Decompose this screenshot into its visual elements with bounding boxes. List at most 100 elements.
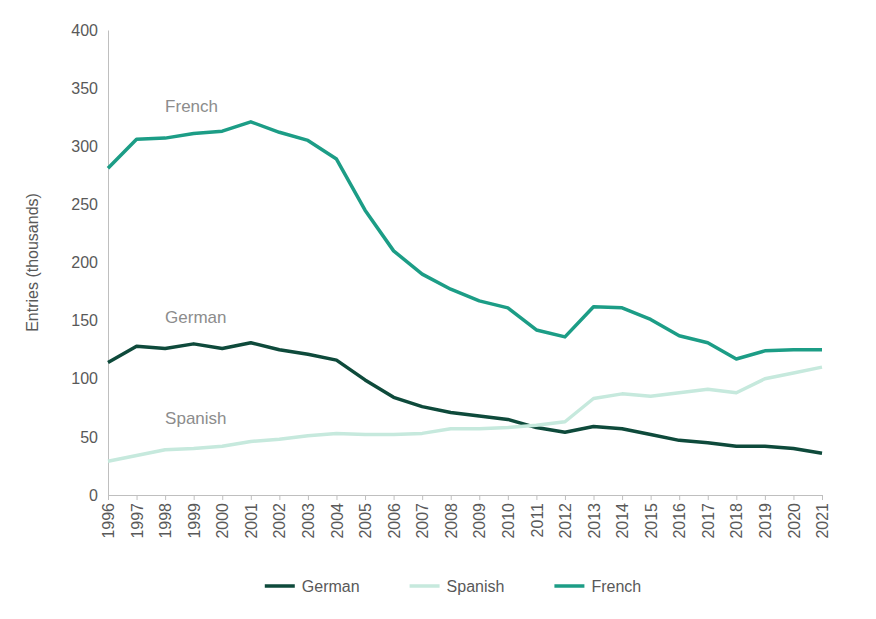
x-tick-label: 2014 — [614, 503, 631, 539]
x-tick-label: 2006 — [386, 503, 403, 539]
x-tick-mark — [279, 495, 280, 500]
y-axis: 0 50 100 150 200 250 300 350 400 — [71, 22, 108, 504]
x-tick-mark — [137, 495, 138, 500]
x-tick-mark — [479, 495, 480, 500]
y-tick-label: 150 — [71, 312, 98, 329]
annotation: French — [165, 97, 218, 116]
x-tick-mark — [736, 495, 737, 500]
x-tick-label: 2011 — [529, 503, 546, 538]
x-tick-label: 2009 — [471, 503, 488, 539]
x-tick-label: 2018 — [728, 503, 745, 539]
x-tick-label: 2004 — [329, 503, 346, 539]
x-tick: 2019 — [757, 495, 774, 539]
y-tick-label: 100 — [71, 370, 98, 387]
y-tick: 250 — [71, 196, 108, 213]
x-tick-label: 1996 — [100, 503, 117, 539]
x-tick: 2020 — [786, 495, 803, 539]
x-tick-label: 2001 — [243, 503, 260, 539]
x-tick-label: 2020 — [786, 503, 803, 539]
x-tick-mark — [308, 495, 309, 500]
x-tick-label: 2008 — [443, 503, 460, 539]
y-tick: 350 — [71, 80, 108, 97]
x-tick-mark — [565, 495, 566, 500]
x-tick-label: 2019 — [757, 503, 774, 539]
x-tick-label: 2000 — [214, 503, 231, 539]
annotation: Spanish — [165, 409, 226, 428]
x-tick: 1999 — [186, 495, 203, 539]
x-tick: 2003 — [300, 495, 317, 539]
x-tick-mark — [108, 495, 109, 500]
y-axis-title: Entries (thousands) — [24, 193, 41, 332]
x-tick: 1997 — [129, 495, 146, 539]
x-tick-mark — [679, 495, 680, 500]
y-axis-line — [108, 31, 109, 496]
legend-swatch — [410, 584, 440, 588]
x-tick: 2018 — [728, 495, 745, 539]
y-tick: 0 — [89, 487, 108, 504]
x-tick: 2017 — [700, 495, 717, 539]
x-tick: 2011 — [529, 495, 546, 537]
x-tick-label: 2012 — [557, 503, 574, 539]
x-tick-mark — [165, 495, 166, 500]
x-tick-mark — [508, 495, 509, 500]
legend-label: French — [591, 578, 641, 595]
x-tick-mark — [536, 495, 537, 500]
x-tick-label: 2005 — [357, 503, 374, 539]
x-tick-mark — [594, 495, 595, 500]
x-tick: 2000 — [214, 495, 231, 539]
y-tick: 150 — [71, 312, 108, 329]
x-tick-label: 1998 — [157, 503, 174, 539]
x-tick: 1996 — [100, 495, 117, 539]
x-tick: 2014 — [614, 495, 631, 539]
y-tick-label: 300 — [71, 138, 98, 155]
x-tick-label: 1999 — [186, 503, 203, 539]
x-axis: 1996 1997 1998 1999 2000 2001 2002 2003 2004 2005… — [100, 495, 831, 539]
y-tick: 200 — [71, 254, 108, 271]
y-tick: 300 — [71, 138, 108, 155]
legend-label: Spanish — [447, 578, 505, 595]
x-tick-mark — [708, 495, 709, 500]
x-axis-line — [109, 496, 823, 501]
annotation: German — [165, 308, 226, 327]
x-tick: 2007 — [414, 495, 431, 539]
x-tick-label: 2016 — [671, 503, 688, 539]
x-tick-label: 2010 — [500, 503, 517, 539]
x-tick: 2001 — [243, 495, 260, 539]
x-tick-label: 2017 — [700, 503, 717, 539]
x-tick: 2008 — [443, 495, 460, 539]
x-tick-label: 2013 — [586, 503, 603, 539]
x-tick: 2006 — [386, 495, 403, 539]
x-tick-mark — [422, 495, 423, 500]
legend-item: Spanish — [410, 578, 505, 595]
x-tick-label: 2021 — [814, 503, 831, 539]
y-tick-label: 50 — [80, 428, 98, 445]
x-tick-mark — [194, 495, 195, 500]
x-tick: 2002 — [271, 495, 288, 539]
x-tick-mark — [336, 495, 337, 500]
y-tick-label: 200 — [71, 254, 98, 271]
x-tick-mark — [622, 495, 623, 500]
series-line — [108, 367, 822, 461]
y-tick: 400 — [71, 22, 108, 39]
x-tick-mark — [793, 495, 794, 500]
x-tick: 2016 — [671, 495, 688, 539]
x-tick-label: 2002 — [271, 503, 288, 539]
x-tick-mark — [251, 495, 252, 500]
y-tick-label: 0 — [89, 487, 98, 504]
series-line — [108, 343, 822, 453]
y-tick: 100 — [71, 370, 108, 387]
x-tick-label: 2003 — [300, 503, 317, 539]
x-tick: 2021 — [814, 495, 831, 539]
legend-item: German — [265, 578, 360, 595]
x-tick-mark — [451, 495, 452, 500]
x-tick: 2005 — [357, 495, 374, 539]
x-tick: 1998 — [157, 495, 174, 539]
x-tick-mark — [651, 495, 652, 500]
x-tick-mark — [365, 495, 366, 500]
x-tick-label: 2015 — [643, 503, 660, 539]
x-tick-label: 2007 — [414, 503, 431, 539]
x-tick: 2015 — [643, 495, 660, 539]
legend-label: German — [302, 578, 360, 595]
x-tick: 2013 — [586, 495, 603, 539]
x-tick: 2012 — [557, 495, 574, 539]
